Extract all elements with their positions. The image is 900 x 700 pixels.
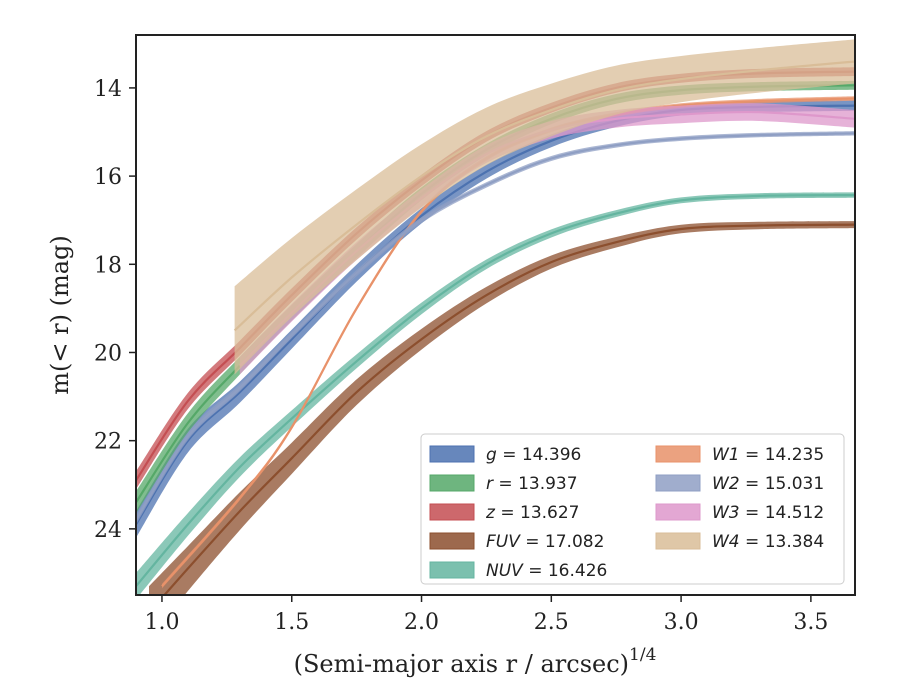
y-tick-label: 24 xyxy=(94,518,122,543)
legend-symbol: W3 xyxy=(712,503,740,523)
legend-item-r: r = 13.937 xyxy=(429,474,578,494)
legend-value: 14.512 xyxy=(765,503,824,523)
legend: g = 14.396 r = 13.937 z = 13.627 FUV = 17.0… xyxy=(420,433,845,585)
legend-symbol: r xyxy=(486,474,494,494)
legend-label: NUV = 16.426 xyxy=(486,561,607,581)
legend-value: 14.235 xyxy=(765,445,824,465)
legend-symbol: W2 xyxy=(712,474,740,494)
legend-equals: = xyxy=(740,474,765,494)
series-line xyxy=(233,60,855,332)
legend-value: 13.384 xyxy=(765,532,824,552)
x-axis: 1.0 1.5 2.0 2.5 3.0 3.5 xyxy=(144,595,828,635)
legend-box xyxy=(420,433,845,585)
x-axis-label: (Semi-major axis r / arcsec)1/4 xyxy=(294,645,657,678)
y-tick-label: 22 xyxy=(94,430,122,455)
legend-equals: = xyxy=(740,503,765,523)
legend-value: 14.396 xyxy=(522,445,581,465)
series-fuv xyxy=(149,221,855,595)
legend-symbol: W4 xyxy=(712,532,740,552)
legend-value: 13.937 xyxy=(518,474,577,494)
y-axis-label: m(< r) (mag) xyxy=(46,235,74,394)
y-axis: 14 16 18 20 22 24 xyxy=(94,77,136,543)
legend-label: W4 = 13.384 xyxy=(712,532,824,552)
legend-item-w1: W1 = 14.235 xyxy=(655,445,824,465)
legend-value: 13.627 xyxy=(520,503,579,523)
legend-swatch xyxy=(429,503,475,521)
x-tick-label: 1.0 xyxy=(144,610,179,635)
legend-equals: = xyxy=(523,561,548,581)
legend-label: W2 = 15.031 xyxy=(712,474,824,494)
legend-value: 17.082 xyxy=(545,532,604,552)
y-tick-label: 20 xyxy=(94,341,122,366)
series-band xyxy=(234,39,855,375)
legend-symbol: W1 xyxy=(712,445,740,465)
legend-symbol: NUV xyxy=(486,561,524,581)
series-w4 xyxy=(233,39,855,375)
y-tick-label: 16 xyxy=(94,165,122,190)
series-layer xyxy=(136,39,855,595)
legend-symbol: g xyxy=(486,445,497,465)
legend-value: 16.426 xyxy=(548,561,607,581)
y-tick-label: 18 xyxy=(94,253,122,278)
legend-label: z = 13.627 xyxy=(485,503,579,523)
legend-swatch xyxy=(655,532,701,550)
x-tick-label: 2.5 xyxy=(534,610,569,635)
legend-item-w3: W3 = 14.512 xyxy=(655,503,824,523)
x-tick-label: 3.5 xyxy=(793,610,828,635)
legend-swatch xyxy=(655,474,701,492)
legend-label: W1 = 14.235 xyxy=(712,445,824,465)
legend-symbol: z xyxy=(485,503,496,523)
legend-item-z: z = 13.627 xyxy=(429,503,579,523)
legend-item-w4: W4 = 13.384 xyxy=(655,532,824,552)
legend-equals: = xyxy=(497,445,522,465)
legend-equals: = xyxy=(495,503,520,523)
legend-label: r = 13.937 xyxy=(486,474,578,494)
legend-item-g: g = 14.396 xyxy=(429,445,581,465)
series-line xyxy=(136,132,855,521)
legend-item-nuv: NUV = 16.426 xyxy=(429,561,607,581)
legend-swatch xyxy=(655,503,701,521)
legend-equals: = xyxy=(493,474,518,494)
legend-label: FUV = 17.082 xyxy=(486,532,604,552)
legend-label: W3 = 14.512 xyxy=(712,503,824,523)
x-tick-label: 3.0 xyxy=(664,610,699,635)
series-line xyxy=(163,223,855,595)
legend-equals: = xyxy=(740,532,765,552)
legend-swatch xyxy=(429,445,475,463)
series-line xyxy=(136,194,855,587)
legend-equals: = xyxy=(740,445,765,465)
legend-swatch xyxy=(655,445,701,463)
series-nuv xyxy=(136,192,855,595)
x-tick-label: 2.0 xyxy=(404,610,439,635)
y-tick-label: 14 xyxy=(94,77,122,102)
x-tick-label: 1.5 xyxy=(274,610,309,635)
series-w2 xyxy=(136,131,855,525)
legend-swatch xyxy=(429,474,475,492)
legend-swatch xyxy=(429,561,475,579)
legend-label: g = 14.396 xyxy=(486,445,581,465)
plot-frame xyxy=(135,34,856,596)
legend-item-w2: W2 = 15.031 xyxy=(655,474,824,494)
legend-item-fuv: FUV = 17.082 xyxy=(429,532,604,552)
x-axis-label-superscript: 1/4 xyxy=(629,645,656,665)
legend-value: 15.031 xyxy=(765,474,824,494)
legend-symbol: FUV xyxy=(486,532,521,552)
legend-swatch xyxy=(429,532,475,550)
legend-equals: = xyxy=(520,532,545,552)
